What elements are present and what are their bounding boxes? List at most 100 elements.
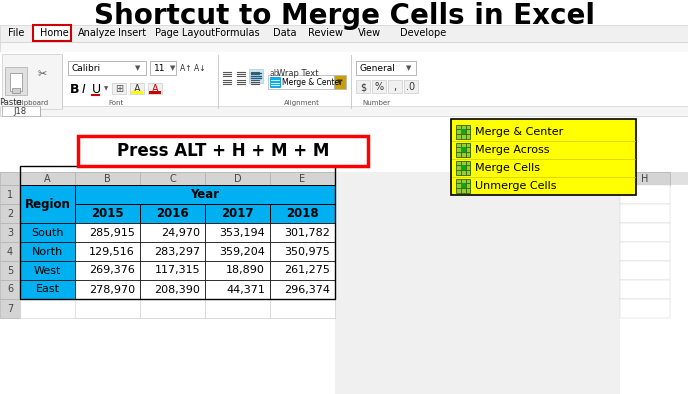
Text: Number: Number xyxy=(362,100,390,106)
Bar xyxy=(75,185,335,204)
Bar xyxy=(372,80,386,93)
Text: 285,915: 285,915 xyxy=(89,227,135,238)
Text: Year: Year xyxy=(191,188,219,201)
Text: 278,970: 278,970 xyxy=(89,284,135,294)
Text: ▼: ▼ xyxy=(407,65,411,71)
Bar xyxy=(12,88,20,93)
Text: 261,275: 261,275 xyxy=(284,266,330,275)
Bar xyxy=(461,147,466,152)
Bar xyxy=(20,185,75,223)
Text: Shortcut to Merge Cells in Excel: Shortcut to Merge Cells in Excel xyxy=(94,2,594,30)
Bar xyxy=(140,172,205,185)
Bar xyxy=(75,172,140,185)
Bar xyxy=(2,106,40,116)
Text: Home: Home xyxy=(40,28,68,38)
Bar xyxy=(205,280,270,299)
Text: Formulas: Formulas xyxy=(215,28,259,38)
Bar xyxy=(20,166,335,299)
Text: 301,782: 301,782 xyxy=(284,227,330,238)
Bar xyxy=(205,242,270,261)
Bar xyxy=(75,223,140,242)
Bar xyxy=(388,80,402,93)
Bar xyxy=(456,161,470,175)
Text: Calibri: Calibri xyxy=(72,63,101,72)
Text: 353,194: 353,194 xyxy=(219,227,265,238)
Bar xyxy=(140,223,205,242)
Bar xyxy=(5,67,27,95)
Text: 44,371: 44,371 xyxy=(226,284,265,294)
Bar xyxy=(335,172,620,394)
Text: 208,390: 208,390 xyxy=(154,284,200,294)
Bar xyxy=(205,223,270,242)
Text: 11: 11 xyxy=(154,63,166,72)
Bar xyxy=(20,299,335,318)
Text: Paste: Paste xyxy=(0,97,21,106)
Bar xyxy=(270,172,335,185)
Text: 4: 4 xyxy=(7,247,13,256)
Text: Page Layout: Page Layout xyxy=(155,28,215,38)
Bar xyxy=(140,261,205,280)
Bar xyxy=(0,52,688,109)
Bar xyxy=(270,280,335,299)
Text: A↑ A↓: A↑ A↓ xyxy=(180,63,206,72)
Bar xyxy=(20,185,335,318)
Text: Font: Font xyxy=(109,100,124,106)
Bar xyxy=(270,223,335,242)
Bar xyxy=(270,261,335,280)
Bar xyxy=(0,204,20,223)
Text: I: I xyxy=(82,82,86,95)
Text: South: South xyxy=(31,227,64,238)
Text: 5: 5 xyxy=(7,266,13,275)
Text: 2018: 2018 xyxy=(286,207,319,220)
Text: J18: J18 xyxy=(14,106,27,115)
Text: North: North xyxy=(32,247,63,256)
Text: 359,204: 359,204 xyxy=(219,247,265,256)
Text: File: File xyxy=(8,28,24,38)
Bar xyxy=(112,83,126,94)
Text: A: A xyxy=(133,84,140,94)
Bar xyxy=(0,242,20,261)
Bar xyxy=(461,183,466,188)
Bar xyxy=(620,299,670,318)
Text: Develope: Develope xyxy=(400,28,447,38)
Bar xyxy=(20,261,75,280)
Bar xyxy=(0,172,688,185)
Text: ▼: ▼ xyxy=(337,79,343,85)
Bar xyxy=(270,204,335,223)
Bar xyxy=(140,204,205,223)
Bar xyxy=(75,299,140,318)
Text: H: H xyxy=(641,173,649,184)
Text: Review: Review xyxy=(308,28,343,38)
Text: 129,516: 129,516 xyxy=(89,247,135,256)
Bar xyxy=(620,242,670,261)
Bar xyxy=(270,77,280,87)
Text: $: $ xyxy=(360,82,366,92)
Text: Data: Data xyxy=(273,28,297,38)
Text: C: C xyxy=(169,173,176,184)
Bar xyxy=(68,61,146,75)
Bar xyxy=(451,119,636,195)
Text: %: % xyxy=(374,82,384,92)
Text: 296,374: 296,374 xyxy=(284,284,330,294)
Bar xyxy=(78,136,368,166)
Bar xyxy=(461,129,466,134)
Text: ✂: ✂ xyxy=(37,69,47,79)
Text: Alignment: Alignment xyxy=(284,100,320,106)
Text: Wrap Text: Wrap Text xyxy=(277,69,319,78)
Bar xyxy=(205,204,270,223)
Text: ▼: ▼ xyxy=(171,65,175,71)
Text: D: D xyxy=(234,173,241,184)
Text: ab: ab xyxy=(269,69,279,78)
Text: .0: .0 xyxy=(407,82,416,92)
Bar xyxy=(140,299,205,318)
Text: 3: 3 xyxy=(7,227,13,238)
Text: ⊞: ⊞ xyxy=(115,84,123,94)
Bar xyxy=(149,91,161,94)
Bar xyxy=(33,25,71,41)
Text: Clipboard: Clipboard xyxy=(15,100,49,106)
Bar xyxy=(0,280,20,299)
Bar xyxy=(249,69,263,83)
Bar xyxy=(20,223,75,242)
Bar xyxy=(0,223,20,242)
Bar xyxy=(268,75,334,89)
